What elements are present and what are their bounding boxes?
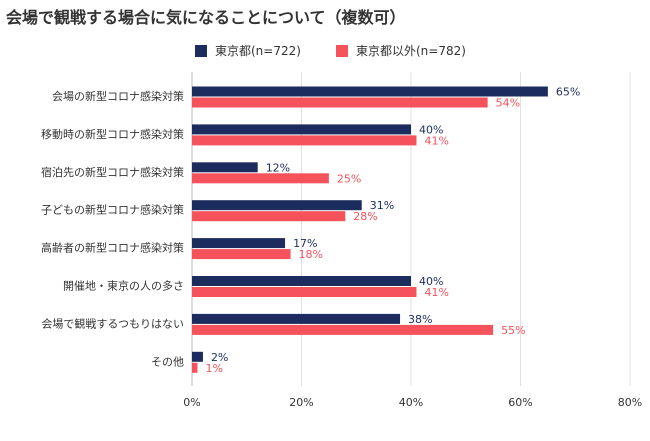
x-tick-label: 20% [289,396,313,409]
x-tick-label: 60% [508,396,532,409]
data-label-outside-tokyo: 41% [424,286,448,299]
data-label-tokyo: 38% [408,313,432,326]
category-label: 会場の新型コロナ感染対策 [52,89,184,103]
bar-tokyo [192,238,286,249]
data-label-outside-tokyo: 54% [496,97,520,110]
bar-outside-tokyo [192,173,329,184]
category-label: 会場で観戦するつもりはない [41,316,184,330]
data-label-tokyo: 2% [211,351,228,364]
data-label-outside-tokyo: 28% [353,210,377,223]
legend-item-tokyo: 東京都(n=722) [195,42,301,59]
data-label-tokyo: 40% [419,123,443,136]
x-tick-label: 80% [618,396,642,409]
legend: 東京都(n=722) 東京都以外(n=782) [0,42,650,62]
category-label: 開催地・東京の人の多さ [63,279,184,293]
legend-label-tokyo: 東京都(n=722) [215,44,301,58]
category-label: その他 [151,355,184,368]
legend-swatch-outside-tokyo [336,44,348,57]
data-label-outside-tokyo: 55% [501,324,525,337]
chart-title: 会場で観戦する場合に気になることについて（複数可） [6,8,406,27]
bar-tokyo [192,351,203,362]
bar-outside-tokyo [192,362,198,373]
legend-swatch-tokyo [195,44,207,57]
category-label: 子どもの新型コロナ感染対策 [41,203,184,217]
bar-outside-tokyo [192,287,417,297]
data-label-tokyo: 31% [370,199,394,212]
legend-label-outside-tokyo: 東京都以外(n=782) [356,44,466,58]
x-tick-label: 40% [399,396,423,409]
data-label-outside-tokyo: 18% [299,248,323,261]
bar-tokyo [192,313,401,324]
legend-item-outside-tokyo: 東京都以外(n=782) [336,42,466,59]
bar-outside-tokyo [192,135,417,146]
data-label-tokyo: 12% [266,161,290,174]
bar-tokyo [192,162,258,173]
bar-tokyo [192,200,362,211]
bar-outside-tokyo [192,211,346,222]
data-label-outside-tokyo: 25% [337,172,361,185]
data-label-outside-tokyo: 41% [424,134,448,147]
bar-outside-tokyo [192,324,494,335]
bar-outside-tokyo [192,249,291,260]
bar-tokyo [192,86,548,97]
data-label-tokyo: 17% [293,237,317,250]
bar-tokyo [192,276,411,286]
bar-outside-tokyo [192,97,488,108]
data-label-outside-tokyo: 1% [205,362,222,375]
category-label: 移動時の新型コロナ感染対策 [41,127,184,141]
x-tick-label: 0% [183,396,200,409]
data-label-tokyo: 40% [419,275,443,288]
category-label: 高齢者の新型コロナ感染対策 [41,241,184,255]
category-label: 宿泊先の新型コロナ感染対策 [41,165,184,179]
bar-tokyo [192,124,411,135]
data-label-tokyo: 65% [556,86,580,99]
